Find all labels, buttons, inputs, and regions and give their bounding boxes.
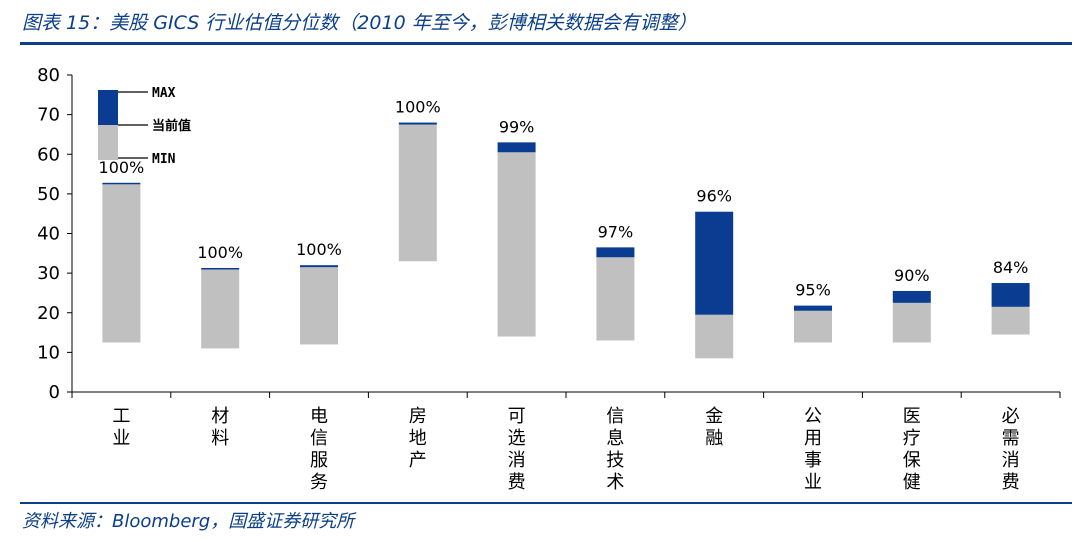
- category-label: 消: [508, 450, 526, 471]
- category-label: 工: [112, 406, 130, 427]
- y-tick-label: 20: [37, 303, 60, 324]
- legend-range-swatch: [98, 125, 118, 160]
- category-label: 费: [508, 472, 526, 493]
- category-label: 金: [705, 406, 723, 427]
- category-label: 术: [606, 472, 624, 493]
- range-bar-lower: [991, 306, 1030, 335]
- category-label: 医: [903, 406, 921, 427]
- range-bar-upper: [201, 267, 240, 270]
- category-label: 业: [112, 428, 130, 449]
- category-label: 材: [211, 406, 229, 427]
- category-label: 技: [606, 450, 624, 471]
- category-label: 选: [508, 428, 526, 449]
- range-bar-upper: [695, 211, 734, 315]
- category-label: 料: [211, 428, 229, 449]
- range-bar-lower: [497, 152, 536, 337]
- title-rule: [20, 42, 1072, 45]
- percentile-label: 100%: [296, 240, 342, 259]
- range-bar-upper: [794, 305, 832, 311]
- category-label: 服: [310, 450, 328, 471]
- category-label: 可: [508, 406, 526, 427]
- category-label: 消: [1002, 450, 1020, 471]
- percentile-label: 100%: [197, 243, 243, 262]
- category-label: 保: [903, 450, 921, 471]
- legend-max-label: MAX: [152, 86, 176, 101]
- footer-rule: [20, 502, 1072, 504]
- y-tick-label: 80: [37, 65, 60, 86]
- range-bar-upper: [102, 182, 141, 185]
- y-tick-label: 30: [37, 263, 60, 284]
- y-tick-label: 10: [37, 342, 60, 363]
- category-label: 事: [804, 450, 822, 471]
- y-tick-label: 60: [37, 144, 60, 165]
- range-bar-upper: [892, 290, 931, 303]
- category-label: 地: [409, 428, 427, 449]
- category-label: 融: [705, 428, 723, 449]
- range-bar-lower: [102, 183, 141, 343]
- category-label: 必: [1002, 406, 1020, 427]
- legend-min-label: MIN: [152, 152, 176, 167]
- range-bar-lower: [892, 302, 931, 343]
- range-bar-lower: [300, 267, 338, 345]
- category-label: 电: [310, 406, 328, 427]
- category-label: 业: [804, 472, 822, 493]
- percentile-label: 95%: [795, 281, 831, 300]
- chart-axes: 0 10 20 30 40 50 60 70 80: [37, 65, 1061, 403]
- chart-legend: MAX 当前值 MIN: [98, 86, 191, 167]
- range-bar-upper: [398, 122, 437, 125]
- category-label: 疗: [903, 428, 921, 449]
- range-bar-upper: [596, 247, 635, 258]
- percentile-label: 84%: [993, 258, 1029, 277]
- source-note: 资料来源：Bloomberg，国盛证券研究所: [22, 511, 355, 532]
- percentile-label: 100%: [99, 158, 145, 177]
- category-label: 健: [903, 472, 921, 493]
- legend-current-label: 当前值: [152, 118, 191, 134]
- range-bar-upper: [497, 142, 536, 153]
- y-tick-label: 0: [49, 382, 60, 403]
- y-tick-label: 70: [37, 105, 60, 126]
- chart-title: 图表 15：美股 GICS 行业估值分位数（2010 年至今，彭博相关数据会有调…: [22, 12, 697, 34]
- legend-max-swatch: [98, 90, 118, 125]
- category-label: 公: [804, 406, 822, 427]
- y-tick-label: 50: [37, 184, 60, 205]
- y-tick-label: 40: [37, 224, 60, 245]
- range-bar-upper: [991, 283, 1030, 307]
- category-label: 信: [606, 406, 624, 427]
- range-bar-lower: [695, 314, 734, 359]
- percentile-label: 96%: [696, 187, 732, 206]
- category-label: 费: [1002, 472, 1020, 493]
- chart-labels: 100%工业100%材料100%电信服务100%房地产99%可选消费97%信息技…: [99, 98, 1029, 493]
- range-bar-lower: [596, 257, 635, 341]
- chart-bars: [102, 122, 1030, 359]
- range-bar-upper: [300, 265, 338, 268]
- percentile-label: 90%: [894, 266, 930, 285]
- category-label: 需: [1002, 428, 1020, 449]
- category-label: 用: [804, 428, 822, 449]
- category-label: 信: [310, 428, 328, 449]
- category-label: 息: [606, 428, 624, 449]
- percentile-label: 100%: [395, 98, 441, 117]
- range-bar-lower: [398, 124, 437, 262]
- range-bar-lower: [201, 269, 240, 349]
- range-bar-lower: [794, 310, 832, 343]
- category-label: 务: [310, 472, 328, 493]
- percentile-label: 97%: [598, 222, 634, 241]
- category-label: 房: [409, 406, 427, 427]
- category-label: 产: [409, 450, 427, 471]
- percentile-label: 99%: [499, 117, 535, 136]
